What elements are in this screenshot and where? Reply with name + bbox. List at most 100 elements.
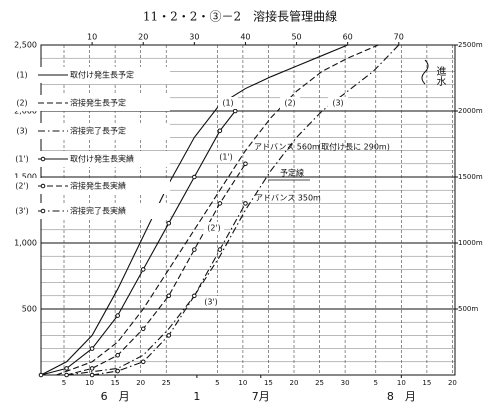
curve-label: (3') [204, 298, 218, 307]
y2-tick-label: 500m [458, 305, 478, 313]
x-tick-label: 40 [240, 33, 250, 42]
curve-label-bg [328, 97, 348, 109]
series-marker [192, 247, 197, 252]
series-marker [243, 201, 248, 206]
x-tick-label: 20 [138, 33, 148, 42]
legend-key: (1) [16, 71, 27, 80]
legend-bg [8, 203, 170, 219]
series-marker [192, 293, 197, 299]
legend-label: 取付け発生長予定 [70, 70, 134, 80]
annotation: アドバンス 350m [255, 194, 321, 203]
series-marker [115, 368, 120, 374]
legend-key: (1') [15, 155, 29, 164]
y2-tick-label: 2000m [458, 107, 483, 115]
legend-marker [40, 183, 46, 189]
series-marker [115, 313, 120, 318]
series-marker [166, 293, 172, 299]
x-date-label: 15 [264, 379, 273, 387]
legend-label: 溶接発生長予定 [70, 98, 126, 108]
legend-label: 溶接完了長実績 [70, 206, 126, 216]
curve-label: (2') [207, 224, 221, 233]
annotation: 進水 [434, 66, 446, 86]
x-date-label: 10 [397, 379, 406, 387]
annotation: (取付け長に 290m) [318, 142, 390, 152]
x-date-label: 25 [162, 379, 171, 387]
legend-label: 溶接完了長予定 [70, 126, 126, 136]
legend-bg [8, 67, 170, 83]
series-marker [243, 161, 248, 167]
series-line [66, 44, 400, 376]
x-date-label: 5 [215, 379, 219, 387]
series-marker [192, 174, 197, 180]
series-marker [217, 247, 223, 252]
legend-bg [8, 151, 170, 167]
x-date-label: 20 [290, 379, 299, 387]
curve-label-bg [280, 97, 300, 109]
series-marker [217, 201, 223, 206]
y-tick-label: 500 [22, 305, 37, 314]
curve-label-bg [218, 97, 238, 109]
series-marker [140, 326, 146, 332]
month-label: 6 月 [101, 390, 130, 403]
x-tick-label: 50 [291, 33, 301, 42]
x-date-label: 5 [62, 379, 66, 387]
y2-tick-label: 1000m [458, 239, 483, 247]
curve-label: (1') [219, 153, 233, 162]
series-marker [64, 366, 69, 371]
series-line [56, 44, 379, 376]
y-tick-label: 1,500 [14, 173, 37, 182]
series-marker [140, 359, 146, 365]
y2-tick-label: 1500m [458, 173, 483, 181]
curve-label: (3) [332, 99, 343, 108]
legend-bg [8, 123, 170, 139]
legend-key: (3) [16, 127, 27, 136]
series-marker [217, 128, 223, 134]
series-marker [38, 372, 44, 378]
x-date-label: 25 [315, 379, 324, 387]
launch-mark [421, 59, 429, 85]
curve-label-bg [204, 222, 224, 234]
series-marker [64, 372, 69, 378]
x-date-label: 10 [238, 379, 247, 387]
series-marker [115, 352, 120, 358]
x-date-label: 20 [136, 379, 145, 387]
month-label: 8 月 [387, 390, 416, 403]
x-date-label: 15 [422, 379, 431, 387]
series-marker [140, 267, 146, 272]
annotation: アドバンス 560m [254, 143, 320, 152]
y-tick-label: 2,500 [14, 41, 37, 50]
x-date-label: 10 [85, 379, 94, 387]
curve-label-bg [201, 296, 221, 308]
legend-label: 取付け発生長実績 [70, 154, 134, 164]
x-date-label: 20 [448, 379, 457, 387]
series-marker [89, 366, 95, 371]
y2-tick-label: 2500m [458, 41, 483, 49]
series-marker [89, 372, 95, 378]
x-date-label: 30 [341, 379, 350, 387]
curve-label-bg [216, 151, 236, 163]
series-line [66, 163, 246, 376]
series-line [40, 44, 348, 376]
legend-key: (2') [15, 182, 29, 191]
x-date-label: 15 [111, 379, 120, 387]
y-tick-label: 1,000 [14, 239, 37, 248]
legend-bg [8, 178, 170, 194]
series-marker [232, 108, 238, 114]
x-tick-label: 60 [343, 33, 353, 42]
x-tick-label: 30 [189, 33, 199, 42]
curve-label: (2) [284, 99, 295, 108]
legend-label: 溶接発生長実績 [70, 181, 126, 191]
x-tick-label: 70 [394, 33, 404, 42]
legend-key: (3') [15, 207, 29, 216]
annotation: 予定線 [280, 168, 304, 178]
series-marker [166, 333, 172, 338]
series-marker [166, 220, 172, 226]
legend-marker [40, 156, 46, 162]
x-date-label: 5 [374, 379, 378, 387]
month-label: 1 [193, 390, 200, 403]
curve-label: (1) [222, 99, 233, 108]
month-label: 7月 [252, 390, 270, 403]
series-marker [89, 346, 95, 351]
